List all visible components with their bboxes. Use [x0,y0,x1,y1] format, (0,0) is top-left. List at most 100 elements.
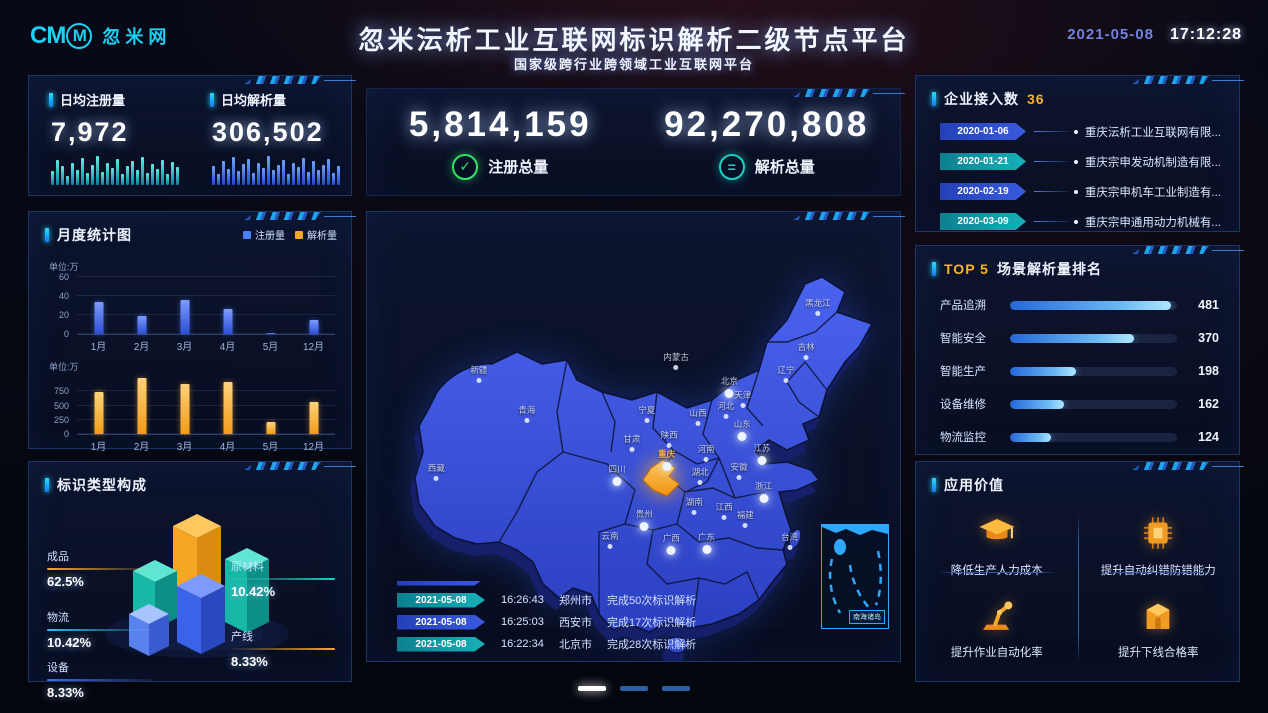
spark-bar [111,167,114,185]
month-bar-2月 [137,315,146,334]
province-label: 新疆 [470,364,488,375]
x-tick-label: 12月 [302,442,325,453]
ticker-row: 2021-05-08 16:25:03 西安市 完成17次标识解析 [397,611,727,633]
x-tick-label: 2月 [133,442,150,453]
enterprise-name: 重庆沄析工业互联网有限... [1084,126,1221,139]
bar-3d-production-line [177,574,225,654]
ticker-time: 16:26:43 [501,594,544,606]
pager-dot-1[interactable] [577,686,606,691]
title-accent-bar [932,92,936,106]
resolve-bar-chart: 单位:万 0 250 500 750 1月 2月 3月 4月 5月 12月 [47,360,335,453]
pager-dot-2[interactable] [619,686,648,691]
province-江苏: 江苏 [753,442,770,465]
equals-circle-icon: = [718,153,745,180]
province-label: 陕西 [660,430,678,441]
bullet-dot [1073,129,1078,134]
spark-bar [317,169,320,185]
province-label: 河北 [717,400,735,411]
gridline [77,314,335,316]
value-item: 降低生产人力成本 [916,506,1078,588]
spark-bar [116,158,119,185]
province-highlight-重庆: 重庆 [658,448,675,471]
gridline [77,433,335,434]
enterprise-row[interactable]: 2020-01-06 重庆沄析工业互联网有限... [940,123,1221,140]
composition-category: 物流 [47,612,69,624]
register-total: 5,814,159 ✓ 注册总量 [367,89,634,195]
legend-item-解析量[interactable]: 解析量 [295,227,337,242]
title-accent-bar [932,262,936,276]
horizontal-divider-left [938,571,1056,573]
enterprise-row[interactable]: 2020-03-09 重庆宗申通用动力机械有... [940,213,1221,230]
province-辽宁: 辽宁 [777,364,794,384]
province-dot [757,455,767,465]
spark-bar [91,164,94,185]
china-mainland [414,276,874,633]
hainan-island [666,636,688,654]
province-label: 福建 [736,510,754,521]
spark-bar [277,165,280,185]
spark-bar [322,164,325,185]
composition-value: 8.33% [231,654,268,669]
scene-value: 481 [1198,298,1219,312]
x-tick-label: 3月 [176,442,193,453]
province-dot [759,493,769,503]
month-bar-12月 [309,402,318,434]
province-黑龙江: 黑龙江 [805,297,831,316]
legend-label: 注册量 [255,231,285,242]
province-label: 安徽 [730,461,748,472]
title-accent-bar [932,478,936,492]
spark-bar [332,172,335,185]
province-吉林: 吉林 [798,341,815,361]
pager-dot-3[interactable] [661,686,690,691]
spark-bar [297,167,300,185]
gridline [77,418,335,420]
bullet-dot [1073,219,1078,224]
panel-totals: 5,814,159 ✓ 注册总量 92,270,808 = 解析总量 [366,88,901,196]
bullet-dot [1073,159,1078,164]
legend-item-注册量[interactable]: 注册量 [243,227,285,242]
spark-bar [136,170,139,185]
bar-fill [1010,366,1077,376]
x-tick-label: 3月 [176,342,193,353]
spark-bar [71,162,74,185]
value-title: 应用价值 [944,477,1004,493]
spark-bar [282,160,285,185]
composition-category: 原材料 [231,561,264,573]
enterprise-row[interactable]: 2020-01-21 重庆宗申发动机制造有限... [940,153,1221,170]
scene-value: 198 [1198,364,1219,378]
composition-label-原材料: 原材料 10.42% [231,558,335,599]
province-label: 黑龙江 [805,297,831,308]
panel-daily-stats: 日均注册量 7,972 日均解析量 306,502 [28,75,352,196]
province-dot [703,456,709,462]
panel-application-value: 应用价值 降低生产人力成本 提升自动纠错防错能力 提升作业自动化率 提升下线合格率 [915,461,1240,682]
spark-bar [96,156,99,185]
value-item-label: 提升作业自动化率 [950,646,1043,659]
composition-label-设备: 设备 8.33% [47,659,151,700]
x-tick-label: 2月 [133,342,150,353]
province-四川: 四川 [608,463,625,486]
province-江西: 江西 [716,501,733,520]
chart-unit-label: 单位:万 [49,362,79,372]
daily-register-stat: 日均注册量 7,972 [29,76,190,195]
spark-bar [337,165,340,185]
bar-fill [1010,300,1171,310]
ticker-row: 2021-05-08 16:22:34 北京市 完成28次标识解析 [397,633,727,655]
province-dot [666,443,672,449]
china-map: 新疆 西藏 青海 甘肃 宁夏 内蒙古 黑龙江 吉林 辽宁 北京 天津 河北 山西 山东 河南 陕西 江苏 安徽 浙江… [367,212,900,661]
header: CM M 忽米网 忽米沄析工业互联网标识解析二级节点平台 国家级跨行业跨领域工业互… [0,0,1268,72]
ticker-city: 郑州市 [559,595,592,607]
value-item-label: 提升下线合格率 [1118,646,1199,659]
connector-line [231,578,335,580]
province-青海: 青海 [518,404,535,424]
bar-3d-equipment [129,604,169,656]
y-tick-label: 40 [58,291,69,302]
province-北京: 北京 [721,375,738,399]
enterprise-row[interactable]: 2020-02-19 重庆宗申机车工业制造有... [940,183,1221,200]
resolve-total-value: 92,270,808 [664,104,870,144]
spark-bar [86,173,89,185]
top5-row: 设备维修 162 [940,396,1219,412]
province-label: 江西 [715,501,733,512]
check-circle-icon: ✓ [452,153,479,180]
spark-bar [222,160,225,185]
